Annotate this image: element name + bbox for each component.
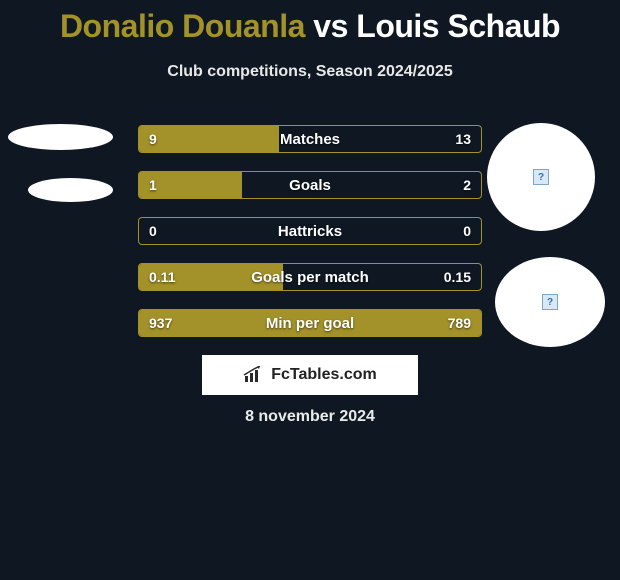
- stat-row-goals-per-match: 0.11 Goals per match 0.15: [138, 263, 482, 291]
- stat-row-goals: 1 Goals 2: [138, 171, 482, 199]
- player2-name: Louis Schaub: [356, 8, 560, 44]
- stat-label: Min per goal: [139, 310, 481, 336]
- stat-label: Goals: [139, 172, 481, 198]
- brand-box: FcTables.com: [202, 355, 418, 395]
- stat-label: Matches: [139, 126, 481, 152]
- stat-value-right: 0.15: [444, 264, 471, 290]
- placeholder-image-icon: [542, 294, 558, 310]
- player1-badge-2: [28, 178, 113, 202]
- stat-row-min-per-goal: 937 Min per goal 789: [138, 309, 482, 337]
- stat-label: Goals per match: [139, 264, 481, 290]
- player2-badge-1: [487, 123, 595, 231]
- player1-badge-1: [8, 124, 113, 150]
- stat-value-right: 13: [455, 126, 471, 152]
- placeholder-image-icon: [533, 169, 549, 185]
- stat-row-hattricks: 0 Hattricks 0: [138, 217, 482, 245]
- stat-row-matches: 9 Matches 13: [138, 125, 482, 153]
- brand-text: FcTables.com: [271, 366, 377, 384]
- player1-name: Donalio Douanla: [60, 8, 305, 44]
- date-text: 8 november 2024: [0, 408, 620, 426]
- vs-text: vs: [313, 8, 348, 44]
- brand-chart-icon: [243, 366, 265, 384]
- stat-value-right: 789: [448, 310, 471, 336]
- stat-value-right: 0: [463, 218, 471, 244]
- stat-bars: 9 Matches 13 1 Goals 2 0 Hattricks 0 0.1…: [138, 125, 482, 355]
- subtitle: Club competitions, Season 2024/2025: [0, 63, 620, 81]
- player2-badge-2: [495, 257, 605, 347]
- comparison-title: Donalio Douanla vs Louis Schaub: [0, 0, 620, 45]
- stat-label: Hattricks: [139, 218, 481, 244]
- stat-value-right: 2: [463, 172, 471, 198]
